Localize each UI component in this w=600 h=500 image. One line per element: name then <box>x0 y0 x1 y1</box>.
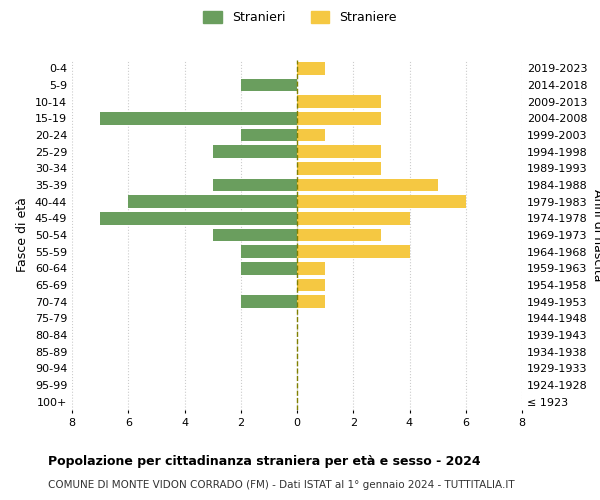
Text: Popolazione per cittadinanza straniera per età e sesso - 2024: Popolazione per cittadinanza straniera p… <box>48 455 481 468</box>
Bar <box>297 112 382 124</box>
Bar <box>297 162 382 174</box>
Bar <box>297 279 325 291</box>
Bar <box>297 96 382 108</box>
Bar <box>241 128 297 141</box>
Bar <box>297 62 325 74</box>
Bar <box>128 196 297 208</box>
Bar <box>241 262 297 274</box>
Y-axis label: Anni di nascita: Anni di nascita <box>591 188 600 281</box>
Bar <box>212 229 297 241</box>
Bar <box>100 112 297 124</box>
Bar <box>297 246 409 258</box>
Bar <box>241 78 297 91</box>
Bar <box>297 229 382 241</box>
Bar <box>241 296 297 308</box>
Bar <box>212 146 297 158</box>
Bar <box>297 296 325 308</box>
Bar <box>297 179 437 191</box>
Bar <box>297 196 466 208</box>
Bar <box>297 212 409 224</box>
Legend: Stranieri, Straniere: Stranieri, Straniere <box>198 6 402 29</box>
Bar <box>297 128 325 141</box>
Bar <box>212 179 297 191</box>
Text: COMUNE DI MONTE VIDON CORRADO (FM) - Dati ISTAT al 1° gennaio 2024 - TUTTITALIA.: COMUNE DI MONTE VIDON CORRADO (FM) - Dat… <box>48 480 515 490</box>
Bar <box>297 146 382 158</box>
Bar <box>241 246 297 258</box>
Bar <box>297 262 325 274</box>
Bar <box>100 212 297 224</box>
Y-axis label: Fasce di età: Fasce di età <box>16 198 29 272</box>
